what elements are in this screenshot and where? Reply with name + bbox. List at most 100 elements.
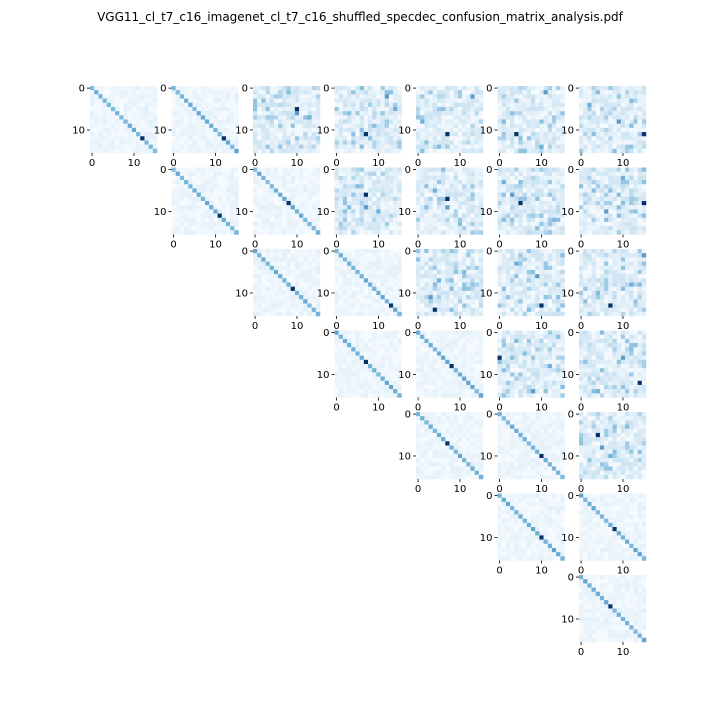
heatmap-cell — [388, 86, 394, 91]
heatmap-cell — [547, 261, 553, 266]
heatmap-cell — [184, 102, 189, 108]
heatmap-cell — [547, 205, 553, 210]
heatmap-cell — [265, 167, 270, 172]
heatmap-cell — [347, 106, 352, 112]
heatmap-cell — [209, 86, 214, 91]
heatmap-cell — [257, 86, 262, 91]
heatmap-cell — [501, 175, 507, 181]
heatmap-cell — [269, 230, 275, 235]
heatmap-cell — [608, 213, 613, 218]
heatmap-cell — [612, 253, 617, 258]
heatmap-cell — [583, 307, 588, 313]
heatmap-cell — [209, 175, 214, 181]
heatmap-cell — [510, 290, 515, 296]
heatmap-cell — [539, 106, 544, 112]
heatmap-cell — [303, 171, 308, 177]
heatmap-cell — [299, 119, 304, 124]
heatmap-cell — [261, 180, 266, 185]
heatmap-cell — [608, 119, 613, 124]
heatmap-cell — [535, 307, 540, 313]
heatmap-cell — [556, 196, 561, 202]
heatmap-cell — [359, 330, 365, 335]
heatmap-cell — [428, 127, 433, 133]
heatmap-cell — [380, 217, 385, 223]
heatmap-cell — [363, 249, 369, 254]
heatmap-cell — [595, 127, 601, 133]
heatmap-cell — [188, 111, 193, 116]
heatmap-cell — [445, 230, 450, 235]
heatmap-cell — [462, 282, 467, 287]
heatmap-cell — [445, 205, 450, 210]
heatmap-cell — [466, 148, 471, 154]
heatmap-cell — [217, 209, 222, 214]
heatmap-cell — [152, 136, 158, 141]
heatmap-cell — [115, 140, 120, 145]
heatmap-cell — [184, 127, 189, 133]
heatmap-cell — [587, 299, 592, 304]
heatmap-cell — [522, 286, 528, 292]
y-tick-label: 0 — [323, 165, 329, 176]
heatmap-cell — [595, 290, 601, 296]
heatmap-cell — [347, 226, 352, 231]
heatmap-cell — [380, 94, 385, 99]
heatmap-cell — [612, 136, 617, 141]
heatmap-cell — [205, 119, 210, 124]
heatmap-cell — [234, 119, 239, 124]
heatmap-cell — [616, 257, 622, 262]
heatmap-cell — [466, 140, 471, 145]
heatmap-cell — [299, 213, 304, 218]
heatmap-cell — [420, 278, 425, 283]
heatmap-cell — [315, 132, 321, 137]
heatmap-cell — [368, 115, 373, 120]
heatmap-cell — [192, 226, 197, 231]
heatmap-cell — [616, 286, 622, 292]
heatmap-cell — [299, 196, 304, 202]
heatmap-cell — [217, 230, 222, 235]
heatmap-cell — [531, 257, 536, 262]
heatmap-cell — [192, 167, 197, 172]
heatmap-cell — [474, 230, 480, 235]
heatmap-cell — [278, 217, 283, 223]
heatmap-cell — [376, 286, 381, 292]
heatmap-cell — [315, 230, 321, 235]
heatmap-cell — [359, 303, 365, 308]
y-tick-label: 10 — [398, 207, 411, 218]
heatmap-cell — [432, 127, 438, 133]
heatmap-cell — [591, 261, 596, 266]
heatmap-cell — [338, 286, 344, 292]
x-tick-label: 0 — [333, 321, 339, 332]
heatmap-cell — [583, 184, 588, 189]
heatmap-cell — [547, 226, 553, 231]
heatmap-cell — [526, 115, 532, 120]
heatmap-cell — [265, 136, 270, 141]
heatmap-cell — [175, 119, 181, 124]
heatmap-cell — [342, 226, 348, 231]
heatmap-cell — [257, 217, 262, 223]
heatmap-cell — [171, 111, 176, 116]
heatmap-cell — [282, 123, 287, 129]
heatmap-cell — [269, 167, 275, 172]
heatmap-cell — [110, 106, 116, 112]
heatmap-cell — [449, 201, 454, 206]
heatmap-cell — [535, 249, 540, 254]
heatmap-cell — [106, 148, 112, 154]
heatmap-cell — [355, 132, 360, 137]
heatmap-cell — [560, 94, 565, 99]
heatmap-cell — [269, 119, 275, 124]
heatmap-cell — [299, 303, 304, 308]
heatmap-cell — [102, 127, 107, 133]
heatmap-cell — [397, 184, 402, 189]
heatmap-cell — [380, 167, 385, 172]
heatmap-cell — [136, 140, 141, 145]
heatmap-cell — [196, 213, 202, 218]
heatmap-cell — [556, 102, 561, 108]
heatmap-cell — [282, 286, 287, 292]
heatmap-cell — [261, 144, 266, 150]
heatmap-cell — [372, 180, 377, 185]
heatmap-cell — [98, 102, 103, 108]
heatmap-cell — [188, 136, 193, 141]
heatmap-cell — [359, 171, 365, 177]
heatmap-cell — [94, 98, 99, 103]
heatmap-cell — [441, 167, 446, 172]
